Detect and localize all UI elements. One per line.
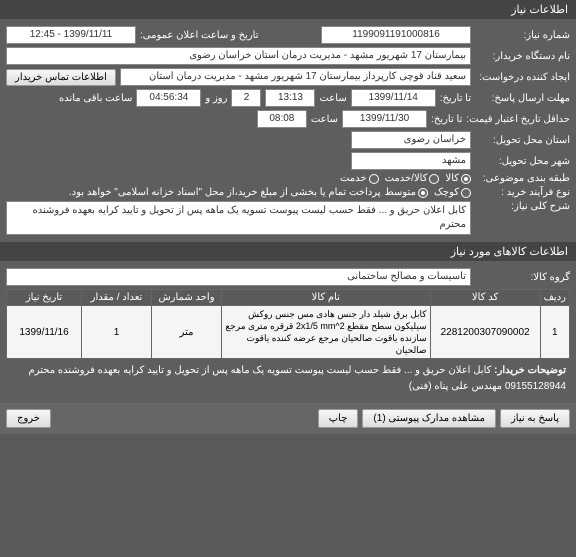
radio-mid[interactable]: متوسط <box>385 187 428 198</box>
reply-button[interactable]: پاسخ به نیاز <box>500 409 570 428</box>
buyer-note-label: توضیحات خریدار: <box>494 365 566 376</box>
time-label-2: ساعت <box>311 114 338 125</box>
table-row: 12281200307090002کابل برق شیلد دار جنس ه… <box>7 306 570 359</box>
deadline-label: مهلت ارسال پاسخ: <box>475 93 570 104</box>
buyer-label: نام دستگاه خریدار: <box>475 51 570 62</box>
creator-label: ایجاد کننده درخواست: <box>475 72 570 83</box>
category-label: طبقه بندی موضوعی: <box>475 173 570 184</box>
cell-name: کابل برق شیلد دار جنس هادی مس جنس روکش س… <box>222 306 431 359</box>
exit-button[interactable]: خروج <box>6 409 51 428</box>
radio-service[interactable]: خدمت <box>340 173 379 184</box>
attachments-button[interactable]: مشاهده مدارک پیوستی (1) <box>362 409 496 428</box>
col-date: تاریخ نیاز <box>7 290 82 306</box>
delivery-city: مشهد <box>351 152 471 170</box>
announce-value: 1399/11/11 - 12:45 <box>6 26 136 44</box>
items-section-header: اطلاعات کالاهای مورد نیاز <box>0 242 576 261</box>
deadline-date: 1399/11/14 <box>351 89 436 107</box>
items-table: ردیف کد کالا نام کالا واحد شمارش تعداد /… <box>6 289 570 359</box>
col-row: ردیف <box>540 290 569 306</box>
process-label: نوع فرآیند خرید : <box>475 187 570 198</box>
process-note: پرداخت تمام یا بخشی از مبلغ خرید،از محل … <box>69 187 381 198</box>
radio-goods-label: کالا <box>445 173 459 184</box>
radio-goods[interactable]: کالا <box>445 173 471 184</box>
deadline-time: 13:13 <box>265 89 315 107</box>
days-count: 2 <box>231 89 261 107</box>
announce-label: تاریخ و ساعت اعلان عمومی: <box>140 30 259 41</box>
radio-mid-label: متوسط <box>385 187 416 198</box>
cell-unit: متر <box>152 306 222 359</box>
footer-toolbar: پاسخ به نیاز مشاهده مدارک پیوستی (1) چاپ… <box>0 403 576 434</box>
validity-date: 1399/11/30 <box>342 110 427 128</box>
cell-row: 1 <box>540 306 569 359</box>
validity-time: 08:08 <box>257 110 307 128</box>
radio-service-label: خدمت <box>340 173 367 184</box>
creator-value: سعید قناد قوچی کارپرداز بیمارستان 17 شهر… <box>120 68 471 86</box>
validity-to-label: تا تاریخ: <box>431 114 462 125</box>
cell-qty: 1 <box>82 306 152 359</box>
cell-code: 2281200307090002 <box>430 306 540 359</box>
radio-small[interactable]: کوچک <box>434 187 471 198</box>
buyer-value: بیمارستان 17 شهریور مشهد - مدیریت درمان … <box>6 47 471 65</box>
group-value: تاسیسات و مصالح ساختمانی <box>6 268 471 286</box>
info-section-header: اطلاعات نیاز <box>0 0 576 19</box>
hours-count: 04:56:34 <box>136 89 201 107</box>
group-label: گروه کالا: <box>475 272 570 283</box>
days-label: روز و <box>205 93 227 104</box>
validity-label: حداقل تاریخ اعتبار قیمت: <box>466 114 570 125</box>
general-desc-label: شرح کلی نیاز: <box>475 201 570 212</box>
radio-small-label: کوچک <box>434 187 459 198</box>
col-code: کد کالا <box>430 290 540 306</box>
radio-goods-service[interactable]: کالا/خدمت <box>385 173 440 184</box>
buyer-note: کابل اعلان حریق و ... فقط حسب لیست پیوست… <box>29 365 566 392</box>
delivery-city-label: شهر محل تحویل: <box>475 156 570 167</box>
hours-label: ساعت باقی مانده <box>59 93 132 104</box>
col-name: نام کالا <box>222 290 431 306</box>
radio-goods-service-label: کالا/خدمت <box>385 173 428 184</box>
col-unit: واحد شمارش <box>152 290 222 306</box>
print-button[interactable]: چاپ <box>318 409 359 428</box>
cell-date: 1399/11/16 <box>7 306 82 359</box>
delivery-state: خراسان رضوی <box>351 131 471 149</box>
request-no-value: 1199091191000816 <box>321 26 471 44</box>
to-date-label: تا تاریخ: <box>440 93 471 104</box>
general-desc: کابل اعلان حریق و ... فقط حسب لیست پیوست… <box>6 201 471 235</box>
col-qty: تعداد / مقدار <box>82 290 152 306</box>
contact-button[interactable]: اطلاعات تماس خریدار <box>6 69 116 86</box>
delivery-state-label: استان محل تحویل: <box>475 135 570 146</box>
time-label-1: ساعت <box>319 93 346 104</box>
request-no-label: شماره نیاز: <box>475 30 570 41</box>
